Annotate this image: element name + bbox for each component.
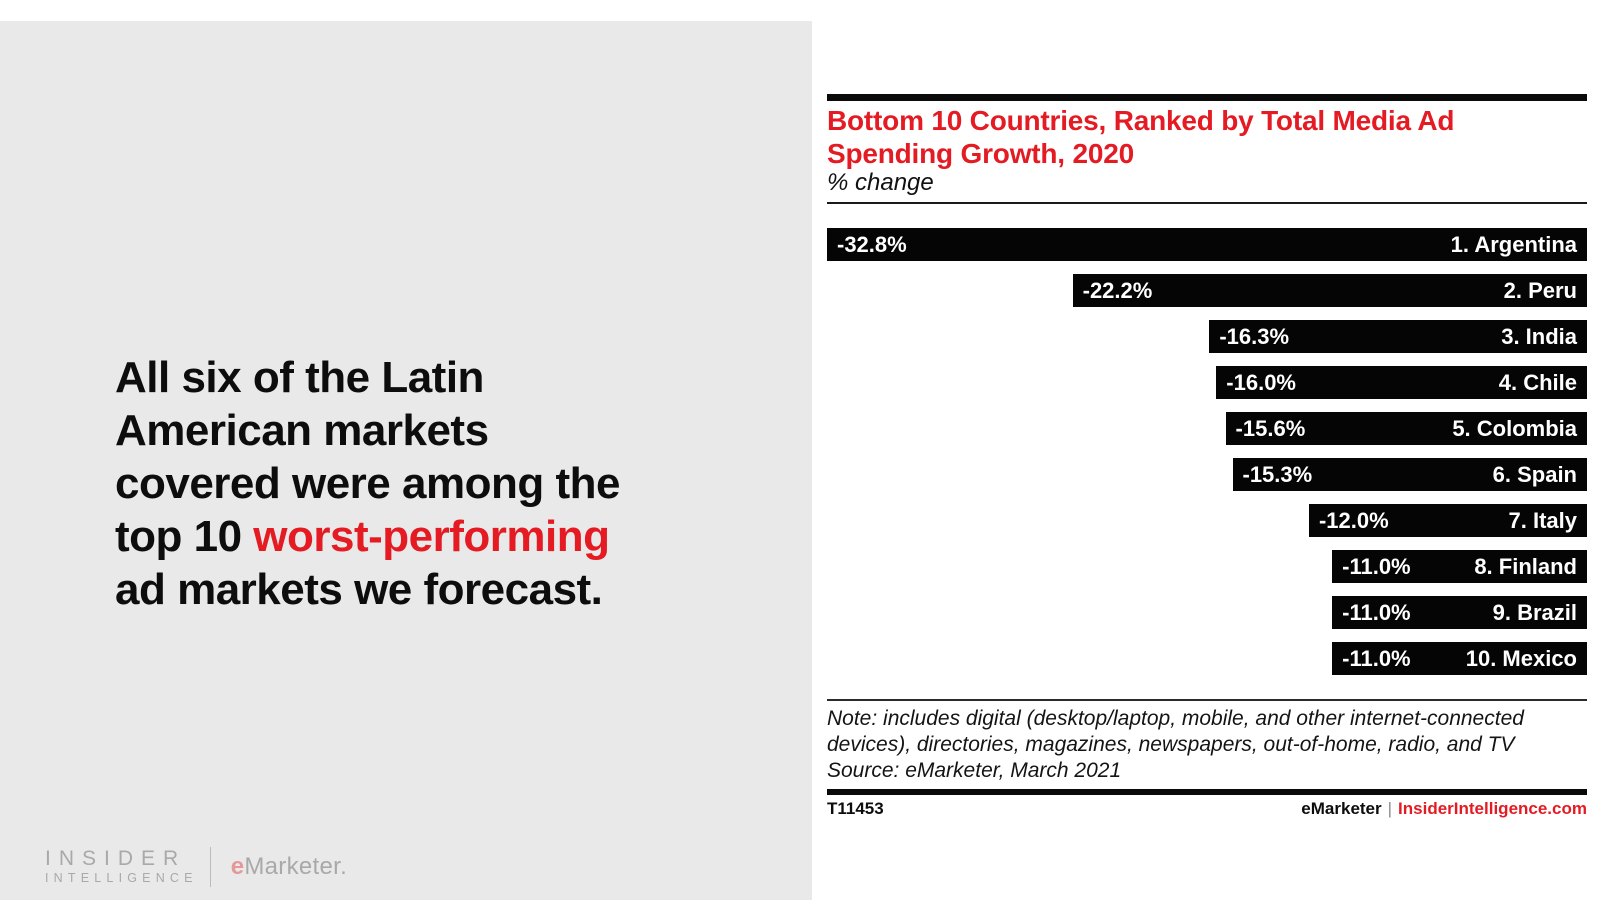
bar-value-label: -15.6%	[1235, 415, 1306, 441]
emarketer-logo-e: e	[230, 853, 245, 880]
bar-row: -16.0% 4. Chile	[827, 366, 1587, 399]
insider-logo-line1: INSIDER	[45, 847, 187, 870]
bar-category-label: 4. Chile	[1498, 369, 1577, 395]
bar-argentina: -32.8% 1. Argentina	[827, 228, 1587, 261]
bar-peru: -22.2% 2. Peru	[1072, 274, 1587, 307]
bar-italy: -12.0% 7. Italy	[1308, 504, 1587, 537]
headline-line: All six of the Latin	[115, 351, 735, 404]
bar-row: -22.2% 2. Peru	[827, 274, 1587, 307]
headline-line: ad markets we forecast.	[115, 563, 735, 616]
headline-segment: ad markets we forecast.	[115, 565, 603, 614]
bar-row: -16.3% 3. India	[827, 320, 1587, 353]
footer-site-link[interactable]: InsiderIntelligence.com	[1398, 799, 1587, 818]
bar-category-label: 10. Mexico	[1465, 645, 1577, 671]
headline-line: top 10 worst-performing	[115, 510, 735, 563]
note-line: devices), directories, magazines, newspa…	[827, 733, 1515, 756]
bar-category-label: 8. Finland	[1474, 553, 1577, 579]
bar-row: -11.0% 10. Mexico	[827, 642, 1587, 675]
headline-segment: American markets	[115, 406, 489, 455]
left-panel: All six of the Latin American markets cove…	[0, 21, 812, 900]
bar-colombia: -15.6% 5. Colombia	[1225, 412, 1587, 445]
insider-intelligence-logo: INSIDER INTELLIGENCE	[45, 848, 198, 886]
bar-category-label: 9. Brazil	[1492, 599, 1577, 625]
emarketer-logo: eMarketer.	[231, 853, 347, 881]
footer-separator: |	[1387, 799, 1393, 818]
bar-row: -15.6% 5. Colombia	[827, 412, 1587, 445]
bar-value-label: -12.0%	[1318, 507, 1389, 533]
bar-value-label: -11.0%	[1342, 645, 1411, 671]
bar-row: -32.8% 1. Argentina	[827, 228, 1587, 261]
bar-category-label: 3. India	[1501, 323, 1577, 349]
headline-text: All six of the Latin American markets cove…	[115, 351, 735, 616]
bar-mexico: -11.0% 10. Mexico	[1332, 642, 1587, 675]
bar-value-label: -32.8%	[837, 231, 907, 257]
chart-id: T11453	[827, 799, 884, 818]
bar-row: -11.0% 8. Finland	[827, 550, 1587, 583]
headline-segment: covered were among the	[115, 459, 620, 508]
brand-logo-lockup: INSIDER INTELLIGENCE eMarketer.	[45, 847, 347, 887]
headline-line: American markets	[115, 404, 735, 457]
chart-bottom-rule	[827, 789, 1587, 795]
bar-row: -12.0% 7. Italy	[827, 504, 1587, 537]
bar-finland: -11.0% 8. Finland	[1332, 550, 1587, 583]
chart-footer: T11453 eMarketer | InsiderIntelligence.com	[827, 799, 1587, 819]
bar-chile: -16.0% 4. Chile	[1216, 366, 1587, 399]
bar-category-label: 5. Colombia	[1452, 415, 1577, 441]
bar-category-label: 2. Peru	[1503, 277, 1577, 303]
bar-category-label: 6. Spain	[1492, 461, 1577, 487]
logo-divider	[209, 847, 211, 887]
chart-top-rule	[827, 94, 1587, 101]
bar-spain: -15.3% 6. Spain	[1232, 458, 1587, 491]
bar-chart: -32.8% 1. Argentina -22.2% 2. Peru -16.3% 3. …	[827, 228, 1587, 688]
bar-value-label: -22.2%	[1082, 277, 1153, 303]
bar-value-label: -15.3%	[1242, 461, 1313, 487]
bar-india: -16.3% 3. India	[1209, 320, 1587, 353]
bar-row: -15.3% 6. Spain	[827, 458, 1587, 491]
footer-brand: eMarketer	[1301, 799, 1382, 818]
chart-title: Bottom 10 Countries, Ranked by Total Med…	[827, 105, 1455, 169]
chart-header-rule	[827, 202, 1587, 204]
bar-category-label: 7. Italy	[1508, 507, 1577, 533]
headline-highlight: worst-performing	[253, 512, 610, 561]
note-line: Note: includes digital (desktop/laptop, …	[827, 707, 1524, 730]
chart-subtitle: % change	[827, 169, 934, 196]
bar-brazil: -11.0% 9. Brazil	[1332, 596, 1587, 629]
bar-value-label: -16.0%	[1226, 369, 1296, 395]
headline-line: covered were among the	[115, 457, 735, 510]
bar-row: -11.0% 9. Brazil	[827, 596, 1587, 629]
source-line: Source: eMarketer, March 2021	[827, 759, 1122, 782]
emarketer-logo-rest: Marketer.	[244, 853, 348, 880]
insider-logo-line2: INTELLIGENCE	[45, 871, 198, 885]
headline-segment: All six of the Latin	[115, 353, 484, 402]
note-rule	[827, 699, 1587, 701]
footer-branding: eMarketer | InsiderIntelligence.com	[1301, 799, 1587, 819]
headline-segment: top 10	[115, 512, 254, 561]
bar-value-label: -11.0%	[1342, 599, 1411, 625]
bar-category-label: 1. Argentina	[1450, 231, 1577, 257]
chart-note: Note: includes digital (desktop/laptop, …	[827, 706, 1587, 784]
bar-value-label: -11.0%	[1342, 553, 1411, 579]
bar-value-label: -16.3%	[1219, 323, 1290, 349]
